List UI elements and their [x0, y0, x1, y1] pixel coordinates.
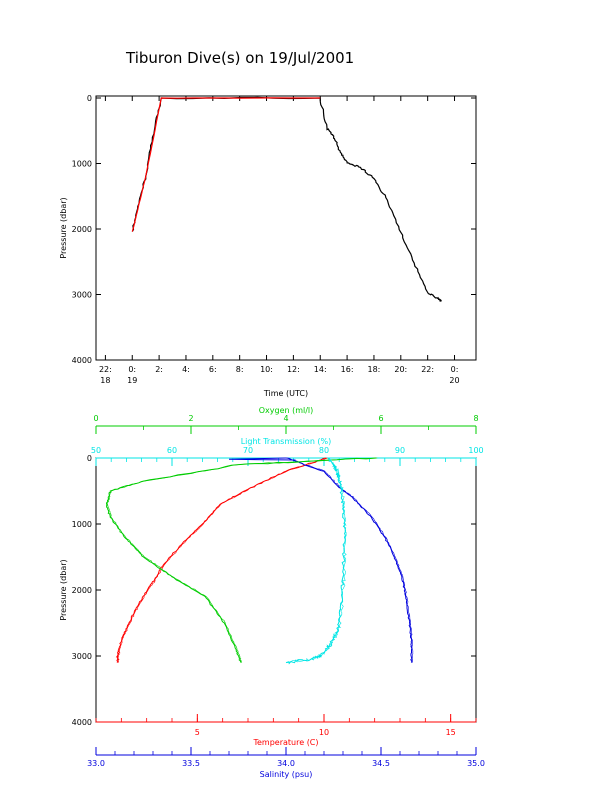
oxygen-profile-line-trace: [106, 457, 378, 663]
salinity-tick-label: 34.5: [372, 759, 390, 768]
profile-ytick-label: 1000: [72, 520, 92, 529]
oxygen-tick-label: 8: [473, 414, 478, 423]
oxygen-tick-label: 6: [378, 414, 383, 423]
temperature-tick-label: 10: [319, 728, 329, 737]
temperature-profile-line: [115, 457, 327, 663]
dive-ytick-label: 4000: [72, 356, 92, 365]
dive-xtick-label: 16:: [341, 365, 354, 374]
dive-xtick-label: 0:: [128, 365, 136, 374]
dive-xtick-label: 4:: [182, 365, 190, 374]
dive-xtick-label: 8:: [236, 365, 244, 374]
dive-plot-frame: [95, 95, 477, 361]
dive-xtick-label: 14:: [314, 365, 327, 374]
temperature-axis-label: Temperature (C): [252, 738, 318, 747]
dive-xtick-label: 20:: [394, 365, 407, 374]
profile-ytick-label: 4000: [72, 718, 92, 727]
dive-track-line: [131, 96, 442, 303]
oxygen-axis-label: Oxygen (ml/l): [259, 406, 314, 415]
temperature-tick-label: 5: [195, 728, 200, 737]
salinity-profile-line: [285, 457, 413, 663]
transmission-tick-label: 100: [468, 446, 483, 455]
dive-xtick-label: 6:: [209, 365, 217, 374]
transmission-tick-label: 60: [167, 446, 177, 455]
dive-highlight-line: [131, 97, 321, 232]
dive-xtick-sublabel: 19: [127, 376, 137, 385]
transmission-tick-label: 80: [319, 446, 329, 455]
dive-xtick-label: 2:: [155, 365, 163, 374]
salinity-axis-label: Salinity (psu): [260, 770, 313, 779]
oxygen-profile-line: [105, 457, 377, 663]
salinity-tick-label: 34.0: [277, 759, 295, 768]
dive-ytick-label: 0: [87, 94, 92, 103]
oxygen-tick-label: 2: [188, 414, 193, 423]
chart-title: Tiburon Dive(s) on 19/Jul/2001: [126, 49, 355, 67]
transmission-profile-line: [285, 457, 347, 665]
dive-xtick-sublabel: 18: [100, 376, 110, 385]
dive-xtick-label: 18:: [368, 365, 381, 374]
dive-xtick-label: 12:: [287, 365, 300, 374]
dive-xtick-sublabel: 20: [449, 376, 459, 385]
dive-xtick-label: 22:: [421, 365, 434, 374]
profile-plot-frame: [95, 457, 477, 723]
profile-ytick-label: 2000: [72, 586, 92, 595]
transmission-tick-label: 70: [243, 446, 253, 455]
profile-plot-ylabel: Pressure (dbar): [59, 559, 68, 620]
salinity-tick-label: 35.0: [467, 759, 485, 768]
temperature-tick-label: 15: [446, 728, 456, 737]
dive-ytick-label: 3000: [72, 291, 92, 300]
salinity-tick-label: 33.0: [87, 759, 105, 768]
transmission-tick-label: 90: [395, 446, 405, 455]
salinity-tick-label: 33.5: [182, 759, 200, 768]
dive-xtick-label: 22:: [99, 365, 112, 374]
salinity-surface-spike: [228, 457, 296, 461]
dive-xtick-label: 0:: [451, 365, 459, 374]
oxygen-tick-label: 4: [283, 414, 288, 423]
profile-ytick-label: 3000: [72, 652, 92, 661]
dive-plot-ylabel: Pressure (dbar): [59, 197, 68, 258]
transmission-axis-label: Light Transmission (%): [241, 437, 332, 446]
transmission-tick-label: 50: [91, 446, 101, 455]
temperature-profile-line-trace: [117, 457, 328, 663]
profile-ytick-label: 0: [87, 454, 92, 463]
transmission-profile-line-trace: [286, 457, 347, 663]
salinity-profile-line-trace: [286, 457, 414, 663]
dive-ytick-label: 2000: [72, 225, 92, 234]
oxygen-tick-label: 0: [93, 414, 98, 423]
dive-xtick-label: 10:: [260, 365, 273, 374]
dive-ytick-label: 1000: [72, 160, 92, 169]
dive-plot-xlabel: Time (UTC): [263, 389, 308, 398]
